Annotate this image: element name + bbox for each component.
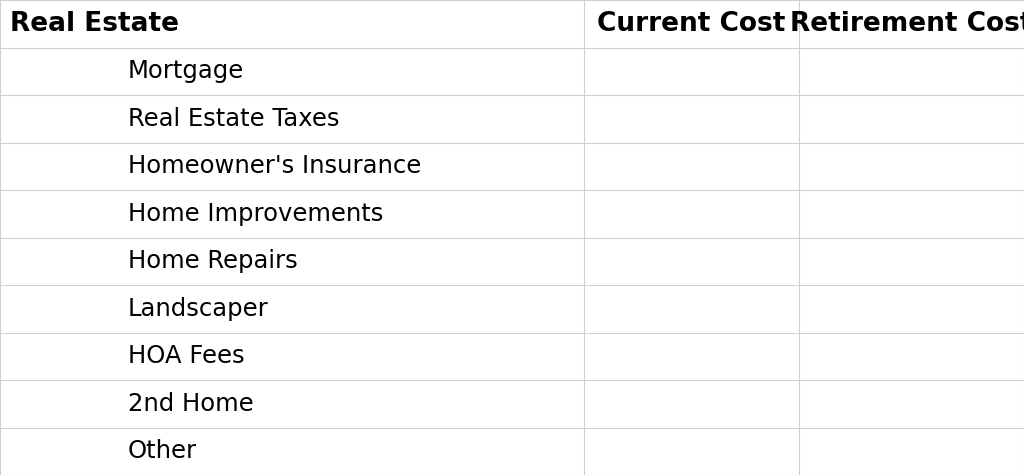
Text: Home Improvements: Home Improvements [128,202,383,226]
Text: Landscaper: Landscaper [128,297,268,321]
Text: Home Repairs: Home Repairs [128,249,298,273]
Text: Real Estate Taxes: Real Estate Taxes [128,107,340,131]
Text: Other: Other [128,439,198,463]
Text: Homeowner's Insurance: Homeowner's Insurance [128,154,421,178]
Text: 2nd Home: 2nd Home [128,392,254,416]
Text: Real Estate: Real Estate [10,11,179,37]
Text: Retirement Cost: Retirement Cost [791,11,1024,37]
Text: Mortgage: Mortgage [128,59,245,83]
Text: Current Cost: Current Cost [597,11,785,37]
Text: HOA Fees: HOA Fees [128,344,245,368]
